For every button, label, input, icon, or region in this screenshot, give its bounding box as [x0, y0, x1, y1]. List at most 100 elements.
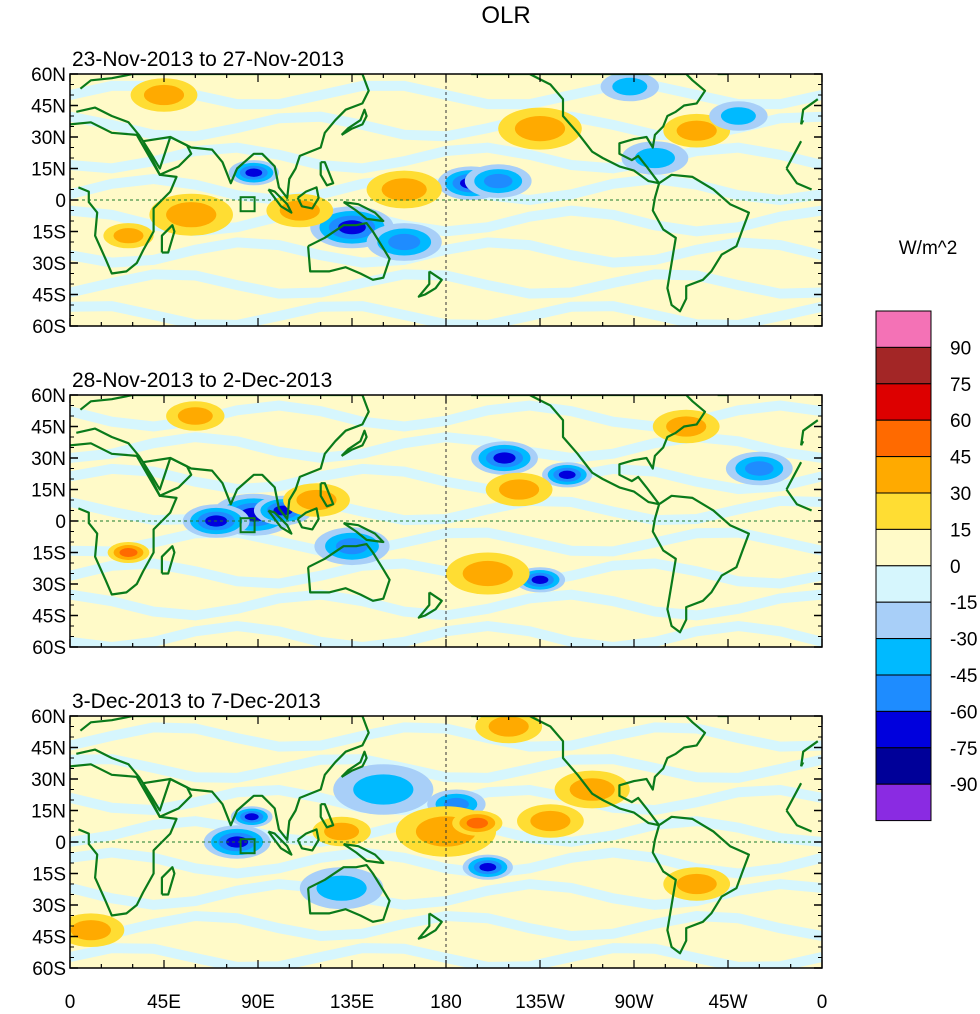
anomaly-band — [70, 142, 822, 174]
coastline-south-america — [651, 494, 750, 634]
colorbar-label: -90 — [950, 775, 977, 796]
anomaly-band — [70, 269, 822, 299]
anomaly-blob — [353, 774, 414, 805]
anomaly-blob — [388, 233, 421, 251]
colorbar-swatch — [875, 383, 932, 421]
lon-axis: 0 45E 90E 135E 180 135W 90W 45W 0 — [65, 992, 828, 1013]
coastline-north-america — [471, 74, 707, 185]
colorbar-swatch — [875, 528, 932, 567]
lon-tick-label: 45E — [147, 992, 181, 1013]
anomaly-blob — [462, 560, 513, 587]
coastline-nz — [417, 270, 443, 298]
lat-tick-label: 0 — [55, 833, 66, 854]
anomaly-blob — [514, 116, 566, 142]
anomaly-blob — [143, 84, 185, 106]
anomaly-blob — [493, 452, 516, 464]
anomaly-blob — [612, 77, 648, 96]
coastline-africa — [70, 763, 813, 917]
anomaly-blob — [166, 202, 217, 228]
lat-tick-label: 60S — [32, 959, 66, 980]
colorbar-label: -15 — [950, 593, 977, 614]
anomaly-band — [70, 589, 822, 621]
coastline-sumatra — [267, 188, 293, 214]
coastline-japan — [340, 108, 368, 136]
colorbar-swatch — [875, 674, 932, 712]
coastline-philippines — [319, 482, 335, 508]
coastline-south-america — [651, 173, 750, 313]
colorbar-swatch — [875, 456, 932, 494]
colorbar: 90 75 60 45 30 15 0 -15 -30 -45 -60 -75 -90 — [875, 310, 977, 822]
colorbar-label: 0 — [950, 557, 961, 578]
anomaly-blob — [381, 178, 427, 201]
lat-tick-label: 60N — [31, 386, 66, 407]
map-panel-2: 28-Nov-2013 to 2-Dec-2013 60N 45N 30N 15N 0 15… — [31, 369, 823, 659]
lat-tick-label: 45N — [31, 97, 66, 118]
coastline-philippines — [319, 803, 335, 829]
lon-tick-label: 90W — [614, 992, 653, 1013]
coastline-newguinea — [342, 522, 385, 544]
map-panels: 23-Nov-2013 to 27-Nov-2013 60N 45N 30N 15N 0 1… — [31, 48, 827, 1013]
anomaly-blob — [530, 810, 571, 832]
lat-tick-label: 30N — [31, 770, 66, 791]
lat-tick-label: 30N — [31, 128, 66, 149]
lon-tick-label: 90E — [241, 992, 275, 1013]
coastline-madagascar — [160, 224, 176, 254]
coastline-australia — [307, 543, 391, 602]
lon-tick-label: 135E — [330, 992, 374, 1013]
lat-tick-label: 30S — [32, 254, 66, 275]
colorbar-swatch — [875, 346, 932, 385]
anomaly-blob — [119, 548, 138, 557]
coastline-australia — [307, 222, 391, 281]
anomaly-blob — [324, 822, 360, 841]
colorbar-swatch — [875, 310, 932, 348]
colorbar-swatch — [875, 638, 932, 676]
coastline-borneo — [296, 828, 320, 852]
anomaly-blob — [70, 920, 111, 941]
anomaly-blob — [316, 875, 367, 901]
anomaly-blob — [483, 173, 513, 189]
colorbar-label: -45 — [950, 666, 977, 687]
colorbar-label: 60 — [950, 411, 971, 432]
coastline-sumatra — [267, 509, 293, 535]
colorbar-label: 30 — [950, 484, 971, 505]
lat-tick-label: 15S — [32, 544, 66, 565]
lon-tick-label: 0 — [65, 992, 76, 1013]
coastline-arabia — [142, 456, 193, 497]
coastline-south-america — [651, 815, 750, 955]
lat-tick-label: 0 — [55, 512, 66, 533]
colorbar-swatch — [875, 492, 932, 530]
colorbar-swatch — [875, 710, 932, 749]
anomaly-blob — [244, 813, 259, 821]
lat-tick-label: 60N — [31, 65, 66, 86]
lat-tick-label: 0 — [55, 191, 66, 212]
anomaly-blob — [676, 873, 717, 895]
coastline-japan — [340, 429, 368, 457]
colorbar-swatch — [875, 419, 932, 458]
panel-title: 28-Nov-2013 to 2-Dec-2013 — [72, 369, 332, 392]
coastline-arabia — [142, 777, 193, 818]
colorbar-units: W/m^2 — [899, 238, 958, 259]
region-box — [239, 196, 256, 213]
figure-title: OLR — [481, 2, 530, 29]
coastline-madagascar — [160, 545, 176, 575]
coastline-nz — [417, 912, 443, 940]
anomaly-blob — [676, 120, 717, 141]
map-panel-3: 3-Dec-2013 to 7-Dec-2013 60N 45N 30N 15N 0 15S… — [31, 690, 823, 980]
lat-tick-label: 30S — [32, 896, 66, 917]
lon-tick-label: 45W — [708, 992, 747, 1013]
coastline-australia — [307, 864, 391, 923]
coastline-newguinea — [342, 843, 385, 865]
lat-tick-label: 30N — [31, 449, 66, 470]
lat-tick-label: 15N — [31, 160, 66, 181]
anomaly-blob — [479, 863, 497, 872]
anomaly-blob — [558, 470, 576, 479]
colorbar-swatch — [875, 601, 932, 640]
coastline-borneo — [296, 186, 320, 210]
map-panel-1: 23-Nov-2013 to 27-Nov-2013 60N 45N 30N 15N 0 1… — [31, 48, 823, 338]
region-box — [239, 517, 256, 534]
lon-tick-label: 135W — [515, 992, 565, 1013]
coastline-africa — [70, 442, 813, 596]
coastline-philippines — [319, 161, 335, 187]
coastline-newguinea — [342, 201, 385, 223]
panel-title: 3-Dec-2013 to 7-Dec-2013 — [72, 690, 321, 713]
